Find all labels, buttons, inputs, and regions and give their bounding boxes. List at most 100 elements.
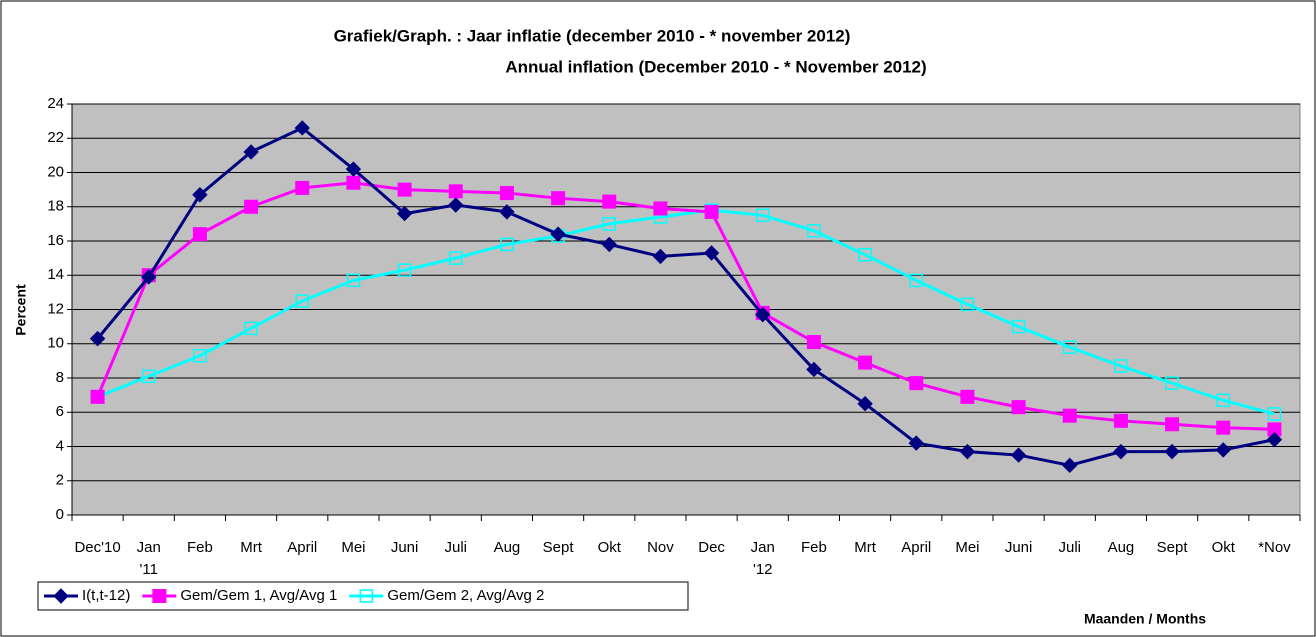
y-tick-label: 16 — [47, 232, 64, 249]
marker — [704, 204, 719, 219]
x-tick-label: Sept — [543, 539, 575, 556]
x-tick-label: April — [901, 539, 931, 556]
marker — [807, 223, 821, 238]
marker — [1216, 393, 1230, 408]
marker — [959, 443, 976, 460]
legend-label: Gem/Gem 1, Avg/Avg 1 — [180, 587, 337, 604]
y-tick-label: 20 — [47, 163, 64, 180]
x-tick-label: Juli — [444, 539, 467, 556]
marker — [602, 194, 617, 209]
marker — [192, 227, 207, 242]
marker — [909, 273, 923, 288]
x-tick-label: Juni — [1005, 539, 1033, 556]
x-tick-label: *Nov — [1258, 539, 1291, 556]
marker — [1164, 443, 1180, 460]
marker — [345, 161, 362, 177]
x-tick-label: Juni — [391, 539, 419, 556]
marker — [1113, 413, 1128, 428]
x-tick-label: Juli — [1058, 539, 1081, 556]
series-line — [97, 208, 1275, 416]
marker — [806, 335, 821, 350]
marker — [550, 226, 566, 242]
marker — [1062, 457, 1078, 474]
x-tick-label: Mei — [955, 539, 979, 556]
x-tick-label: Aug — [494, 539, 521, 556]
x-tick-label: Jan '12 — [751, 539, 775, 578]
x-tick-label: Sept — [1157, 539, 1189, 556]
x-tick-label: Dec'10 — [74, 539, 120, 556]
y-tick-label: 12 — [47, 300, 64, 317]
marker — [1216, 420, 1231, 435]
marker — [601, 236, 617, 253]
marker — [755, 306, 771, 323]
marker — [602, 217, 616, 231]
y-tick-label: 8 — [56, 369, 64, 386]
y-tick-label: 6 — [56, 403, 64, 420]
marker — [806, 361, 822, 378]
marker — [653, 201, 668, 216]
marker — [857, 395, 873, 412]
marker — [152, 589, 167, 603]
marker — [346, 273, 361, 288]
marker — [90, 389, 105, 404]
marker — [652, 248, 669, 265]
x-tick-label: Mrt — [854, 539, 876, 556]
y-axis-label: Percent — [13, 284, 29, 336]
marker — [858, 355, 873, 370]
x-tick-label: Dec — [698, 539, 725, 556]
y-tick-label: 10 — [47, 335, 64, 352]
marker — [89, 330, 106, 347]
y-tick-label: 14 — [47, 266, 64, 283]
marker — [1011, 319, 1026, 334]
legend-label: Gem/Gem 2, Avg/Avg 2 — [387, 587, 544, 604]
marker — [1266, 431, 1283, 448]
marker — [756, 208, 770, 223]
marker — [346, 175, 361, 190]
y-tick-label: 4 — [56, 437, 64, 454]
marker — [908, 435, 924, 451]
marker — [295, 180, 310, 195]
x-tick-label: Nov — [647, 539, 674, 556]
marker — [703, 245, 720, 261]
marker — [449, 251, 463, 265]
marker — [359, 589, 374, 603]
marker — [295, 294, 309, 308]
marker — [1062, 408, 1077, 423]
marker — [1010, 447, 1027, 463]
marker — [448, 197, 464, 213]
x-tick-label: April — [287, 539, 317, 556]
x-tick-label: Feb — [801, 539, 827, 556]
x-tick-label: Mrt — [240, 539, 262, 556]
marker — [500, 237, 514, 252]
marker — [1215, 442, 1231, 458]
marker — [1063, 340, 1077, 354]
y-tick-label: 18 — [47, 198, 64, 215]
y-tick-label: 24 — [47, 95, 64, 112]
marker — [244, 321, 258, 336]
marker — [1113, 443, 1129, 460]
marker — [397, 182, 412, 197]
x-axis-label: Maanden / Months — [1084, 611, 1206, 627]
series-line — [96, 126, 1275, 467]
marker — [1267, 407, 1282, 421]
marker — [142, 369, 156, 384]
x-tick-label: Jan '11 — [137, 539, 161, 578]
y-tick-label: 2 — [56, 472, 64, 489]
x-tick-label: Mei — [341, 539, 365, 556]
marker — [294, 120, 310, 136]
marker — [396, 205, 413, 222]
marker — [397, 263, 412, 277]
marker — [53, 588, 69, 604]
marker — [858, 247, 872, 262]
marker — [960, 297, 975, 312]
marker — [243, 144, 259, 160]
marker — [499, 186, 514, 201]
marker — [1011, 400, 1026, 415]
chart-subtitle: Annual inflation (December 2010 - * Nove… — [505, 57, 926, 76]
series-line — [96, 181, 1275, 431]
marker — [499, 204, 515, 220]
marker — [244, 199, 259, 214]
marker — [960, 389, 975, 404]
